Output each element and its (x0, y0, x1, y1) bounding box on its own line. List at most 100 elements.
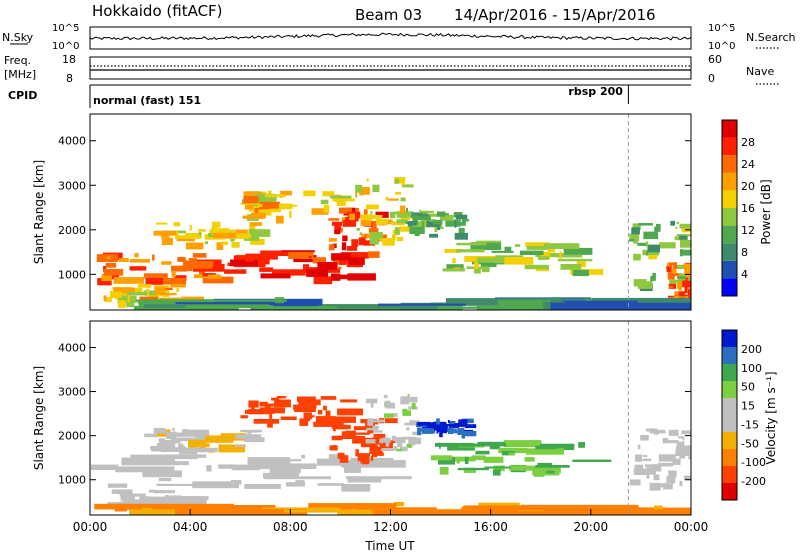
data-cell (578, 442, 585, 448)
data-cell (320, 396, 337, 400)
data-cell (260, 403, 277, 407)
data-cell (355, 192, 358, 198)
data-cell (94, 503, 234, 510)
power-panel: 1000 2000 3000 4000 Slant Range [km] 4 8 12 16… (32, 113, 773, 311)
data-cell (679, 480, 683, 487)
data-cell (526, 245, 555, 250)
xtick-label: 04:00 (173, 520, 208, 534)
data-cell (154, 286, 166, 295)
data-cell (113, 287, 135, 294)
data-cell (436, 211, 446, 217)
data-cell (301, 454, 306, 459)
data-cell (372, 509, 518, 515)
xtick-label: 00:00 (73, 520, 108, 534)
data-cell (129, 266, 147, 271)
colorbar-tick: -15 (741, 418, 759, 431)
data-cell (665, 440, 679, 444)
data-cell (393, 502, 405, 507)
data-cell (448, 427, 454, 434)
data-cell (508, 452, 515, 456)
data-cell (662, 438, 668, 444)
data-cell (235, 444, 246, 447)
data-cell (640, 434, 649, 441)
data-cell (668, 285, 674, 289)
data-cell (317, 483, 345, 486)
data-cell (401, 181, 405, 186)
data-cell (679, 281, 683, 287)
data-cell (435, 442, 474, 447)
nsearch-tick-top: 10^5 (708, 23, 735, 34)
data-cell (119, 493, 146, 497)
data-cell (366, 427, 379, 431)
data-cell (456, 249, 485, 253)
data-cell (267, 422, 273, 428)
data-cell (629, 479, 641, 486)
data-cell (397, 442, 400, 446)
data-cell (481, 267, 490, 273)
time-axis: 00:00 04:00 08:00 12:00 16:00 20:00 00:00 (73, 509, 708, 534)
data-cell (325, 410, 331, 417)
data-cell (253, 419, 280, 424)
data-cell (195, 496, 209, 500)
data-cell (476, 240, 502, 243)
velocity-panel: 1000 2000 3000 4000 Slant Range [km] 200 100… (32, 320, 778, 553)
data-cell (121, 490, 132, 496)
data-cell (651, 464, 662, 472)
data-cell (356, 453, 370, 457)
data-cell (407, 394, 410, 397)
data-cell (340, 252, 369, 259)
data-cell (520, 465, 555, 471)
data-cell (381, 448, 395, 451)
data-cell (160, 293, 177, 296)
data-cell (676, 234, 691, 237)
data-cell (359, 232, 362, 236)
data-cell (240, 415, 248, 419)
data-cell (280, 416, 297, 420)
data-cell (396, 448, 403, 452)
data-cell (182, 261, 214, 268)
xlabel: Time UT (364, 539, 415, 553)
data-cell (400, 216, 411, 221)
data-cell (681, 249, 691, 256)
data-cell (393, 211, 398, 215)
data-cell (504, 257, 534, 265)
data-cell (654, 226, 660, 232)
data-cell (126, 299, 135, 308)
data-cell (104, 297, 112, 303)
colorbar-segment (722, 381, 737, 398)
data-cell (244, 233, 260, 241)
data-cell (501, 451, 515, 456)
colorbar-tick: -50 (741, 437, 759, 450)
colorbar-segment (722, 225, 737, 244)
data-cell (363, 240, 375, 246)
data-cell (253, 463, 317, 469)
data-cell (383, 413, 394, 418)
data-cell (448, 419, 450, 423)
data-cell (253, 259, 270, 265)
data-cell (298, 407, 302, 410)
data-cell (363, 456, 369, 465)
data-cell (393, 446, 398, 450)
data-cell (426, 220, 430, 228)
data-cell (666, 266, 671, 273)
data-cell (113, 277, 144, 284)
data-cell (642, 455, 648, 458)
data-cell (366, 178, 369, 182)
data-cell (280, 190, 292, 196)
data-cell (591, 297, 691, 303)
data-cell (675, 226, 678, 229)
data-cell (385, 402, 395, 409)
data-cell (309, 256, 312, 259)
data-cell (368, 228, 379, 233)
data-cell (302, 264, 310, 271)
data-cell (192, 253, 207, 258)
data-cell (171, 265, 188, 272)
data-cell (396, 211, 411, 217)
data-cell (457, 467, 489, 471)
cpid-segment-normal: normal (fast) 151 (93, 94, 201, 107)
data-cell (339, 207, 352, 214)
data-cell (396, 236, 404, 242)
data-cell (167, 455, 198, 460)
data-cell (281, 250, 315, 253)
